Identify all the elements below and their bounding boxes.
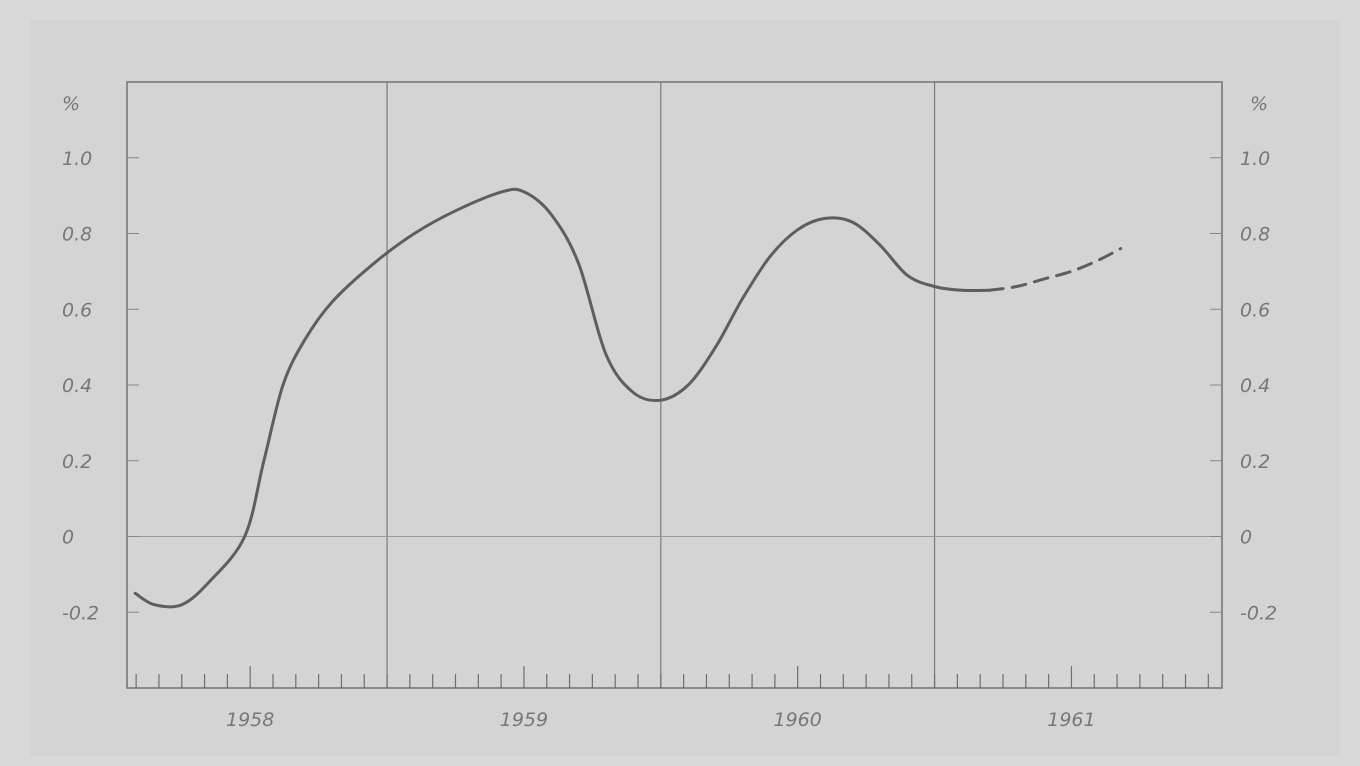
x-tick-label: 1961	[1047, 709, 1095, 731]
y-tick-label-left: 0.8	[62, 224, 92, 246]
y-tick-label-right: 0.8	[1240, 224, 1270, 246]
x-tick-label: 1959	[500, 709, 548, 731]
series-layer	[133, 187, 1123, 609]
y-tick-label-right: -0.2	[1240, 602, 1277, 624]
y-tick-label-left: -0.2	[62, 602, 99, 624]
x-minor-ticks	[135, 666, 1209, 688]
y-tick-label-right: 1.0	[1240, 148, 1270, 170]
y-tick-label-left: 0.4	[62, 375, 92, 397]
x-axis-labels: 1958 1959 1960 1961	[226, 709, 1096, 731]
y-tick-label-right: 0.6	[1240, 299, 1270, 321]
y-tick-label-left: 0.2	[62, 451, 92, 473]
series-line-projected	[987, 247, 1123, 292]
y-unit-right: %	[1250, 93, 1268, 115]
x-tick-label: 1958	[226, 709, 274, 731]
series-line	[133, 187, 991, 609]
y-tick-label-right: 0.4	[1240, 375, 1270, 397]
y-tick-label-right: 0.2	[1240, 451, 1270, 473]
y-tick-label-right: 0	[1240, 527, 1252, 549]
grid	[127, 82, 1222, 688]
y-axis-right: % 1.0 0.8 0.6 0.4 0.2 0 -0.2	[1210, 93, 1277, 624]
x-tick-label: 1960	[774, 709, 822, 731]
y-tick-label-left: 0.6	[62, 299, 92, 321]
y-tick-label-left: 0	[62, 527, 74, 549]
y-axis-left: % 1.0 0.8 0.6 0.4 0.2 0 -0.2	[62, 93, 139, 624]
y-unit-left: %	[62, 93, 80, 115]
y-tick-label-left: 1.0	[62, 148, 92, 170]
